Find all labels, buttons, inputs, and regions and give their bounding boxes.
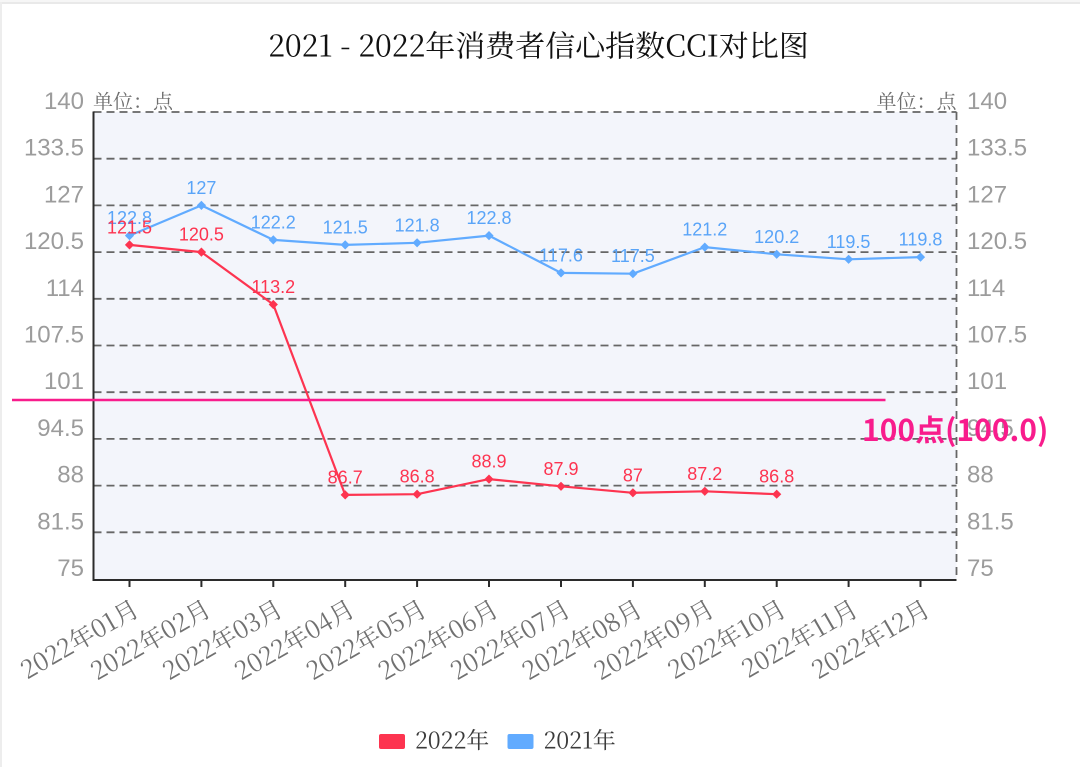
svg-text:120.5: 120.5 <box>179 225 224 245</box>
svg-text:107.5: 107.5 <box>24 322 84 349</box>
svg-text:114: 114 <box>46 275 84 302</box>
svg-text:86.8: 86.8 <box>759 467 794 487</box>
svg-text:94.5: 94.5 <box>37 415 84 442</box>
svg-text:87.2: 87.2 <box>687 464 722 484</box>
svg-text:113.2: 113.2 <box>251 277 295 297</box>
svg-text:140: 140 <box>44 88 84 115</box>
svg-text:122.8: 122.8 <box>107 208 152 228</box>
svg-text:86.7: 86.7 <box>328 467 363 487</box>
svg-text:121.2: 121.2 <box>682 220 727 240</box>
svg-text:114: 114 <box>967 275 1005 302</box>
svg-text:121.8: 121.8 <box>395 215 440 235</box>
svg-text:88: 88 <box>967 462 994 489</box>
svg-text:127: 127 <box>44 181 84 208</box>
svg-text:101: 101 <box>967 368 1007 395</box>
svg-text:101: 101 <box>44 368 84 395</box>
svg-text:122.2: 122.2 <box>251 212 296 232</box>
svg-text:86.8: 86.8 <box>400 467 435 487</box>
svg-text:119.5: 119.5 <box>827 232 871 252</box>
svg-text:88.9: 88.9 <box>471 452 506 472</box>
svg-text:117.5: 117.5 <box>611 246 655 266</box>
svg-text:117.6: 117.6 <box>539 245 583 265</box>
svg-text:75: 75 <box>967 555 994 582</box>
svg-text:140: 140 <box>967 88 1007 115</box>
svg-text:81.5: 81.5 <box>967 508 1014 535</box>
svg-text:133.5: 133.5 <box>967 135 1027 162</box>
svg-text:127: 127 <box>186 178 216 198</box>
svg-text:107.5: 107.5 <box>967 322 1027 349</box>
svg-text:120.5: 120.5 <box>24 228 84 255</box>
svg-text:122.8: 122.8 <box>466 208 511 228</box>
svg-text:121.5: 121.5 <box>107 217 152 237</box>
svg-text:87.9: 87.9 <box>543 459 578 479</box>
svg-text:121.5: 121.5 <box>323 217 368 237</box>
svg-text:120.2: 120.2 <box>754 227 799 247</box>
svg-text:75: 75 <box>57 555 84 582</box>
svg-text:81.5: 81.5 <box>37 508 84 535</box>
svg-text:127: 127 <box>967 181 1007 208</box>
svg-text:119.8: 119.8 <box>899 230 943 250</box>
svg-text:88: 88 <box>57 462 84 489</box>
svg-text:87: 87 <box>623 465 643 485</box>
svg-text:120.5: 120.5 <box>967 228 1027 255</box>
svg-text:133.5: 133.5 <box>24 135 84 162</box>
